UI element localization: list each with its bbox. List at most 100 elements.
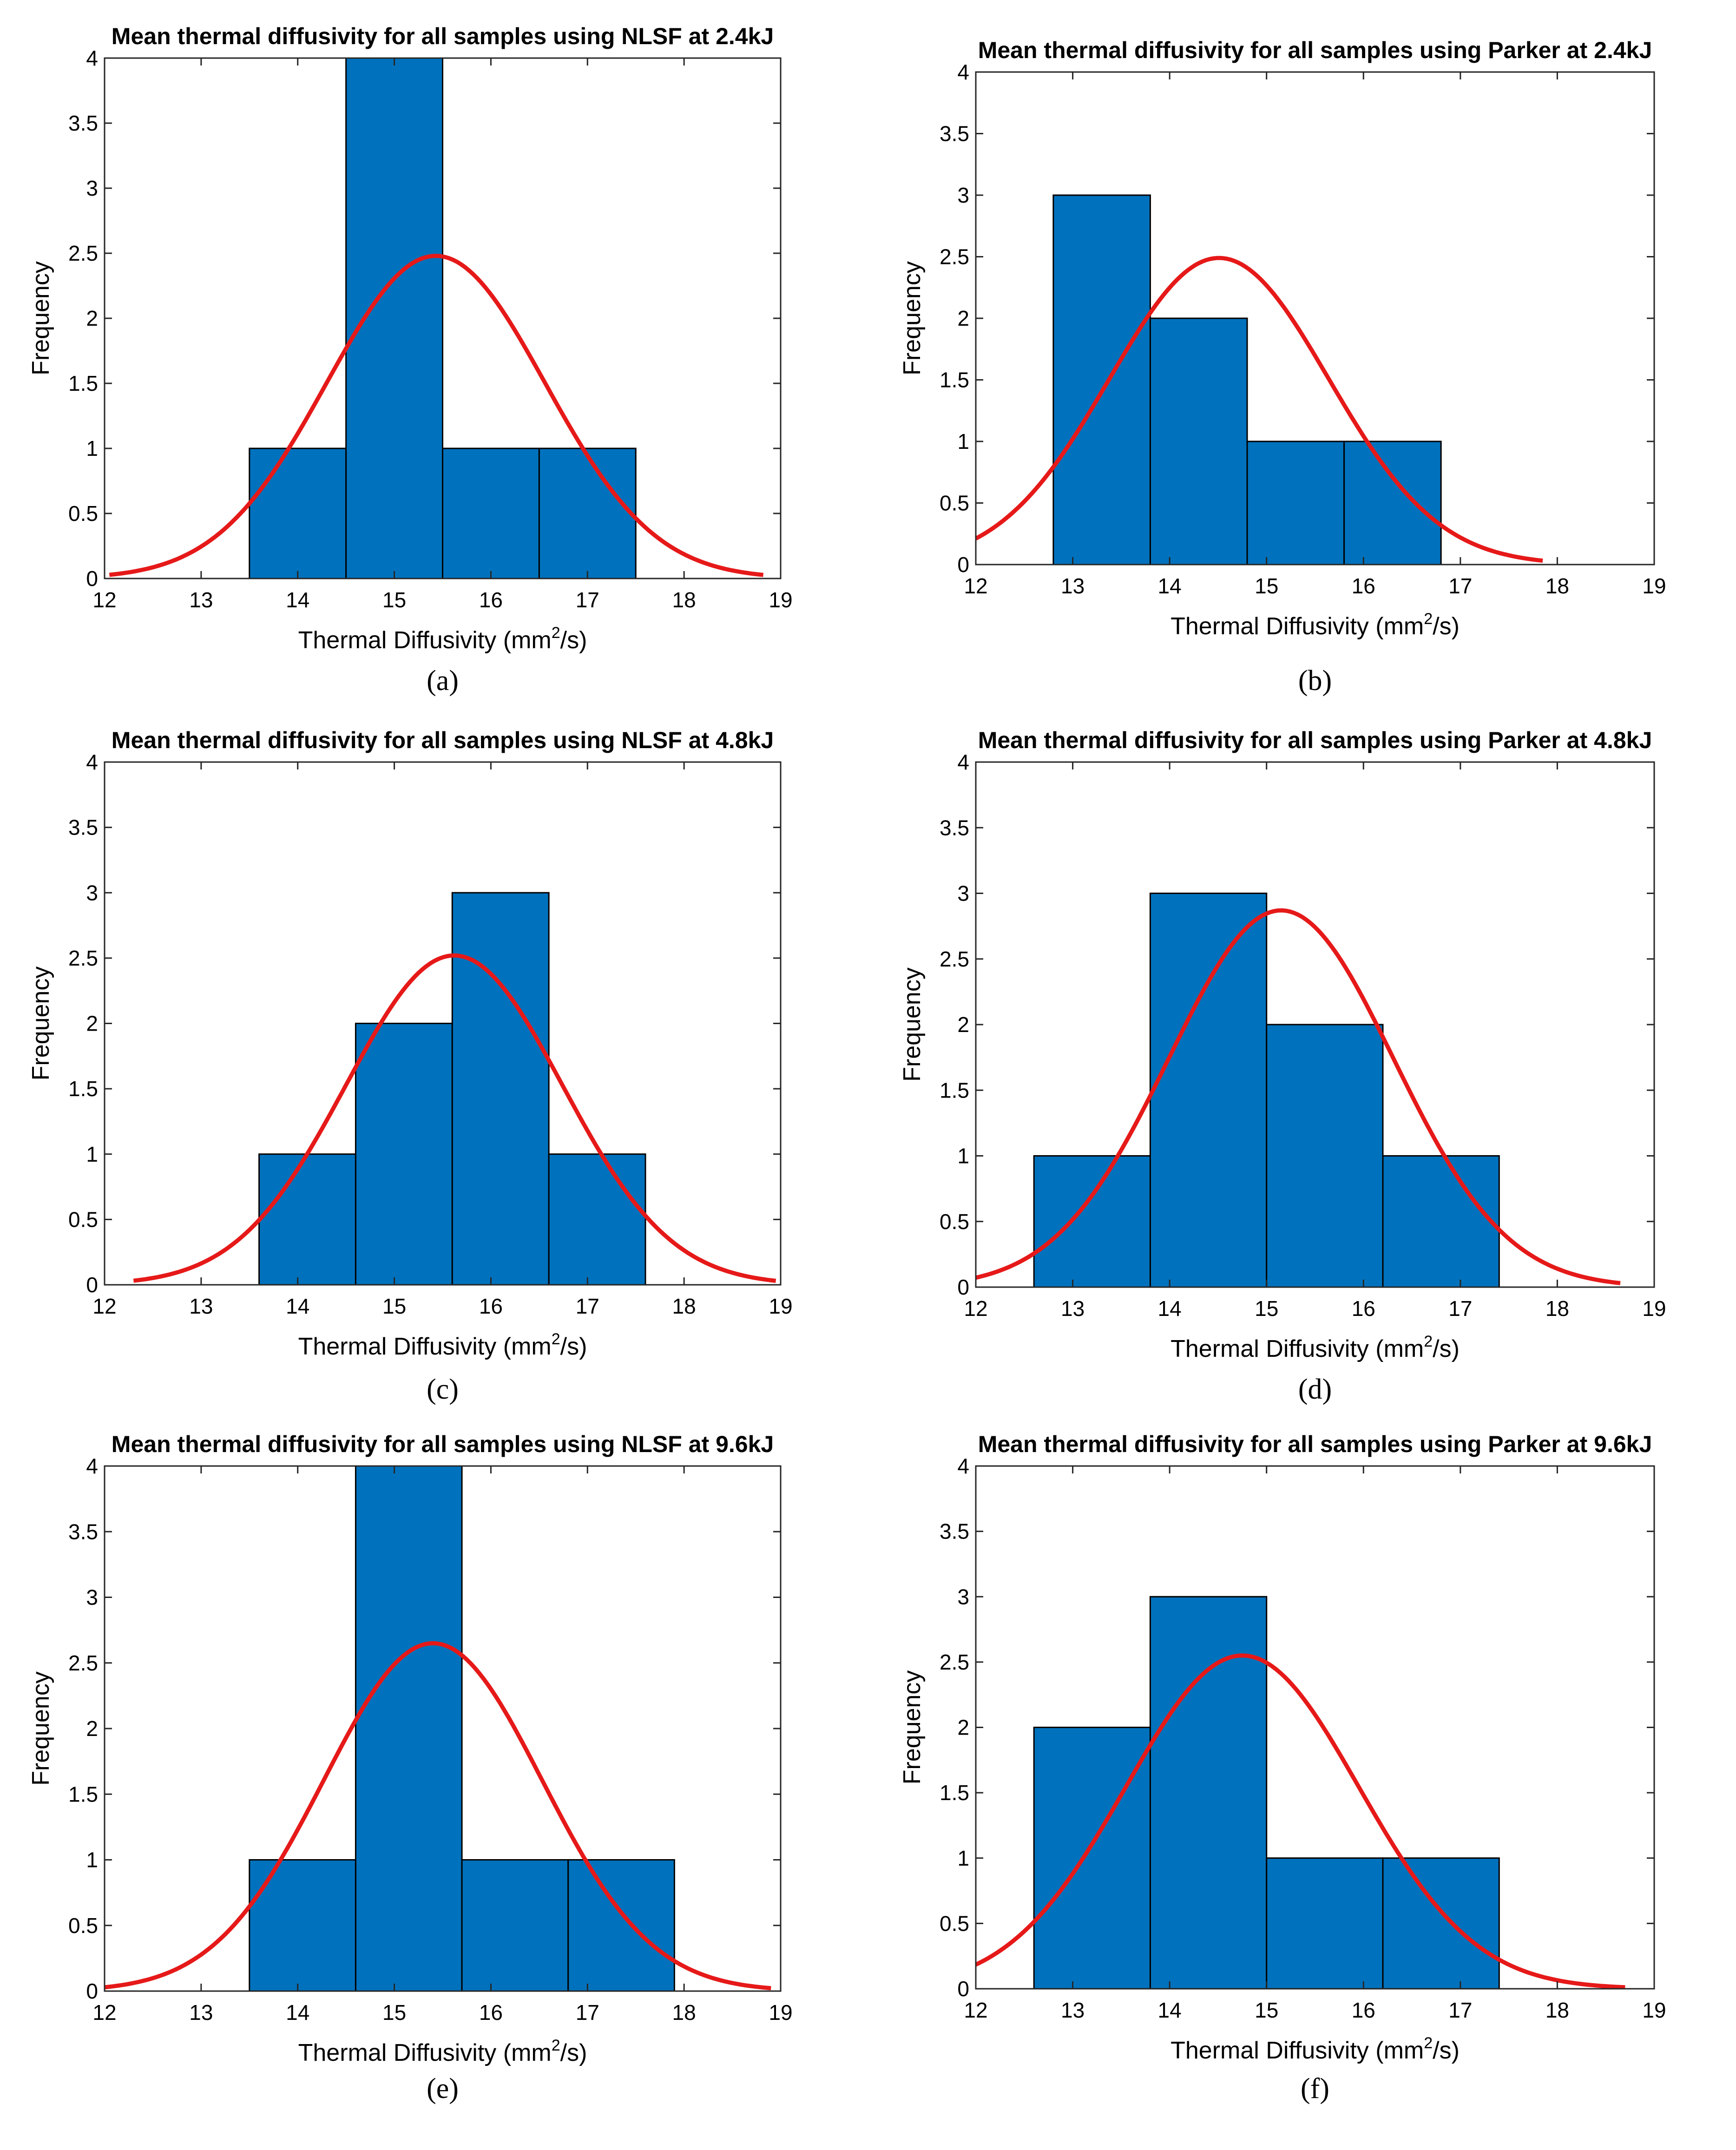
y-tick-label: 2.5 bbox=[68, 1651, 98, 1675]
histogram-bar bbox=[249, 1859, 356, 1992]
histogram-bar bbox=[1052, 194, 1151, 565]
y-tick-label: 4 bbox=[86, 1454, 98, 1478]
y-tick-label: 2 bbox=[957, 1716, 969, 1740]
y-tick-label: 0.5 bbox=[68, 501, 98, 526]
normal-fit-curve bbox=[133, 953, 776, 1283]
y-tick-label: 2.5 bbox=[940, 1650, 969, 1674]
chart-title: Mean thermal diffusivity for all samples… bbox=[978, 727, 1652, 753]
x-axis-label: Thermal Diffusivity (mm2/s) bbox=[1170, 610, 1460, 640]
y-tick-label: 3 bbox=[86, 176, 98, 200]
x-tick-label: 15 bbox=[382, 1294, 406, 1318]
y-tick-label: 4 bbox=[86, 46, 98, 70]
x-tick-label: 18 bbox=[1545, 574, 1569, 598]
x-tick-label: 17 bbox=[1448, 1296, 1472, 1321]
histogram-bar bbox=[1343, 441, 1442, 565]
histogram-bar bbox=[461, 1859, 569, 1992]
y-tick-label: 3 bbox=[86, 881, 98, 905]
y-tick-label: 1.5 bbox=[68, 1077, 98, 1101]
x-axis-label-suffix: /s) bbox=[1433, 2037, 1460, 2064]
y-tick-label: 2.5 bbox=[68, 946, 98, 970]
x-tick-label: 14 bbox=[286, 1294, 309, 1318]
normal-fit-curve bbox=[109, 254, 764, 577]
y-tick-label: 1 bbox=[957, 1846, 969, 1870]
x-tick-label: 12 bbox=[92, 588, 116, 612]
x-axis-label-suffix: /s) bbox=[560, 2039, 587, 2066]
normal-fit-curve bbox=[104, 1641, 771, 1991]
y-tick-label: 0 bbox=[957, 1275, 969, 1299]
x-tick-label: 14 bbox=[286, 588, 309, 612]
histogram-bar bbox=[1149, 317, 1248, 565]
x-tick-label: 14 bbox=[1158, 1998, 1182, 2022]
x-tick-label: 16 bbox=[1352, 1998, 1375, 2022]
x-tick-label: 13 bbox=[1061, 1296, 1085, 1321]
x-axis-label-prefix: Thermal Diffusivity (mm bbox=[1170, 613, 1424, 640]
x-tick-label: 12 bbox=[964, 1998, 987, 2022]
x-axis-label-suffix: /s) bbox=[1433, 613, 1460, 640]
y-axis-label: Frequency bbox=[899, 261, 926, 375]
x-tick-label: 16 bbox=[1352, 1296, 1375, 1321]
chart-panel-f: Mean thermal diffusivity for all samples… bbox=[899, 1431, 1666, 2104]
x-tick-label: 18 bbox=[672, 2000, 696, 2025]
x-axis-label-prefix: Thermal Diffusivity (mm bbox=[1170, 2037, 1424, 2064]
y-tick-label: 0.5 bbox=[940, 491, 969, 515]
y-tick-label: 3 bbox=[957, 1585, 969, 1609]
y-axis-label: Frequency bbox=[899, 1670, 926, 1785]
x-axis-label: Thermal Diffusivity (mm2/s) bbox=[1170, 1333, 1460, 1362]
y-tick-label: 0.5 bbox=[68, 1207, 98, 1231]
x-tick-label: 17 bbox=[576, 588, 599, 612]
x-tick-label: 18 bbox=[672, 588, 696, 612]
histogram-bar bbox=[538, 447, 637, 579]
x-tick-label: 19 bbox=[769, 1294, 792, 1318]
y-tick-label: 1 bbox=[86, 436, 98, 460]
x-axis-label-sup: 2 bbox=[552, 1330, 560, 1348]
y-tick-label: 1.5 bbox=[940, 368, 969, 392]
x-tick-label: 15 bbox=[1255, 1296, 1278, 1321]
y-tick-label: 0 bbox=[86, 566, 98, 591]
histogram-bar bbox=[1266, 1857, 1384, 1990]
histogram-bar bbox=[548, 1153, 646, 1286]
chart-panel-b: Mean thermal diffusivity for all samples… bbox=[899, 37, 1666, 697]
y-tick-label: 2 bbox=[957, 306, 969, 330]
x-tick-label: 16 bbox=[479, 2000, 503, 2025]
chart-title: Mean thermal diffusivity for all samples… bbox=[978, 37, 1652, 63]
histogram-bar bbox=[451, 892, 550, 1286]
y-tick-label: 3 bbox=[957, 183, 969, 207]
x-axis-label-prefix: Thermal Diffusivity (mm bbox=[298, 1333, 552, 1360]
y-tick-label: 1.5 bbox=[68, 371, 98, 395]
x-tick-label: 14 bbox=[1158, 574, 1182, 598]
x-tick-label: 12 bbox=[92, 2000, 116, 2025]
y-tick-label: 0 bbox=[86, 1273, 98, 1297]
histogram-bar bbox=[1246, 441, 1345, 565]
histogram-bar bbox=[355, 1023, 453, 1286]
y-axis-label: Frequency bbox=[27, 1671, 54, 1786]
y-tick-label: 1.5 bbox=[940, 1781, 969, 1805]
y-tick-label: 2 bbox=[957, 1013, 969, 1037]
chart-panel-d: Mean thermal diffusivity for all samples… bbox=[899, 727, 1666, 1405]
y-tick-label: 4 bbox=[86, 750, 98, 774]
y-tick-label: 3.5 bbox=[68, 111, 98, 135]
panel-caption: (d) bbox=[1298, 1374, 1332, 1405]
x-axis-label-sup: 2 bbox=[1424, 610, 1433, 628]
histogram-bar bbox=[567, 1859, 675, 1992]
x-axis-label-prefix: Thermal Diffusivity (mm bbox=[298, 2039, 552, 2066]
x-axis-label-sup: 2 bbox=[552, 624, 560, 642]
x-axis-label-suffix: /s) bbox=[1433, 1335, 1460, 1362]
histogram-bar bbox=[1033, 1155, 1151, 1288]
y-tick-label: 2.5 bbox=[940, 245, 969, 269]
x-axis-label-sup: 2 bbox=[552, 2037, 560, 2054]
y-tick-label: 1 bbox=[957, 1144, 969, 1168]
x-tick-label: 17 bbox=[576, 1294, 599, 1318]
x-tick-label: 16 bbox=[479, 1294, 503, 1318]
y-tick-label: 0.5 bbox=[940, 1210, 969, 1234]
y-axis-label: Frequency bbox=[27, 261, 54, 375]
x-tick-label: 19 bbox=[1642, 1296, 1666, 1321]
y-axis-label: Frequency bbox=[27, 967, 54, 1081]
histogram-bar bbox=[355, 1465, 463, 1992]
y-tick-label: 4 bbox=[957, 750, 969, 774]
x-tick-label: 18 bbox=[1545, 1296, 1569, 1321]
chart-panel-c: Mean thermal diffusivity for all samples… bbox=[27, 727, 793, 1405]
x-axis-label: Thermal Diffusivity (mm2/s) bbox=[298, 2037, 587, 2066]
panel-caption: (f) bbox=[1301, 2073, 1329, 2104]
x-tick-label: 17 bbox=[576, 2000, 599, 2025]
x-tick-label: 17 bbox=[1448, 574, 1472, 598]
